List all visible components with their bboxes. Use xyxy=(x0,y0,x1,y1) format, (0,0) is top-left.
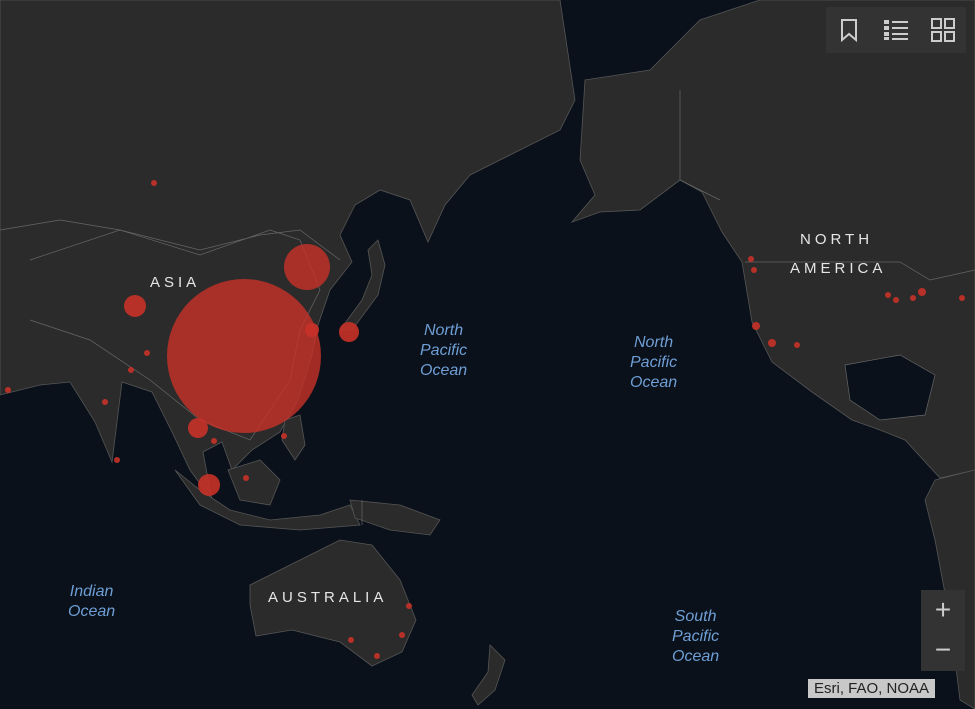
new-zealand xyxy=(471,644,506,706)
label-indian-ocean: Indian Ocean xyxy=(68,583,116,620)
case-marker[interactable] xyxy=(339,322,359,342)
north-america xyxy=(570,0,975,479)
case-marker[interactable] xyxy=(128,367,134,373)
case-marker[interactable] xyxy=(885,292,891,298)
label-north-pacific-east: North Pacific Ocean xyxy=(630,334,678,391)
case-marker[interactable] xyxy=(211,438,217,444)
australia xyxy=(249,539,417,667)
label-america: AMERICA xyxy=(790,260,887,277)
case-marker[interactable] xyxy=(198,474,220,496)
map-toolbar xyxy=(826,7,966,53)
case-marker[interactable] xyxy=(305,323,319,337)
case-marker[interactable] xyxy=(188,418,208,438)
case-marker[interactable] xyxy=(406,603,412,609)
label-north: NORTH xyxy=(800,231,874,248)
case-marker[interactable] xyxy=(374,653,380,659)
case-marker[interactable] xyxy=(124,295,146,317)
label-south-pacific: South Pacific Ocean xyxy=(672,608,720,665)
bookmark-icon[interactable] xyxy=(831,12,867,48)
new-guinea xyxy=(349,499,441,536)
gulf-of-mexico xyxy=(844,354,936,421)
russia-border xyxy=(0,219,341,261)
legend-list-icon[interactable] xyxy=(878,12,914,48)
case-markers xyxy=(5,180,965,659)
attribution: Esri, FAO, NOAA xyxy=(808,679,936,698)
zoom-out-button[interactable]: − xyxy=(934,634,952,665)
case-marker[interactable] xyxy=(893,297,899,303)
case-marker[interactable] xyxy=(751,267,757,273)
label-asia: ASIA xyxy=(150,274,201,291)
indonesia xyxy=(174,469,361,531)
us-canada-border xyxy=(745,261,975,281)
label-australia: AUSTRALIA xyxy=(268,589,388,606)
case-marker[interactable] xyxy=(752,322,760,330)
case-marker[interactable] xyxy=(281,433,287,439)
case-marker[interactable] xyxy=(151,180,157,186)
case-marker[interactable] xyxy=(243,475,249,481)
zoom-control: + − xyxy=(921,590,965,671)
case-marker[interactable] xyxy=(348,637,354,643)
label-north-pacific-west: North Pacific Ocean xyxy=(420,322,468,379)
case-marker[interactable] xyxy=(5,387,11,393)
case-marker[interactable] xyxy=(918,288,926,296)
case-marker[interactable] xyxy=(959,295,965,301)
zoom-in-button[interactable]: + xyxy=(934,594,952,625)
case-marker[interactable] xyxy=(910,295,916,301)
case-marker[interactable] xyxy=(102,399,108,405)
case-marker[interactable] xyxy=(167,279,321,433)
case-marker[interactable] xyxy=(144,350,150,356)
case-marker[interactable] xyxy=(768,339,776,347)
case-marker[interactable] xyxy=(748,256,754,262)
case-marker[interactable] xyxy=(284,244,330,290)
alaska-border xyxy=(679,90,721,201)
borneo xyxy=(227,459,281,506)
basemap-gallery-icon[interactable] xyxy=(925,12,961,48)
case-marker[interactable] xyxy=(399,632,405,638)
case-marker[interactable] xyxy=(794,342,800,348)
case-marker[interactable] xyxy=(114,457,120,463)
